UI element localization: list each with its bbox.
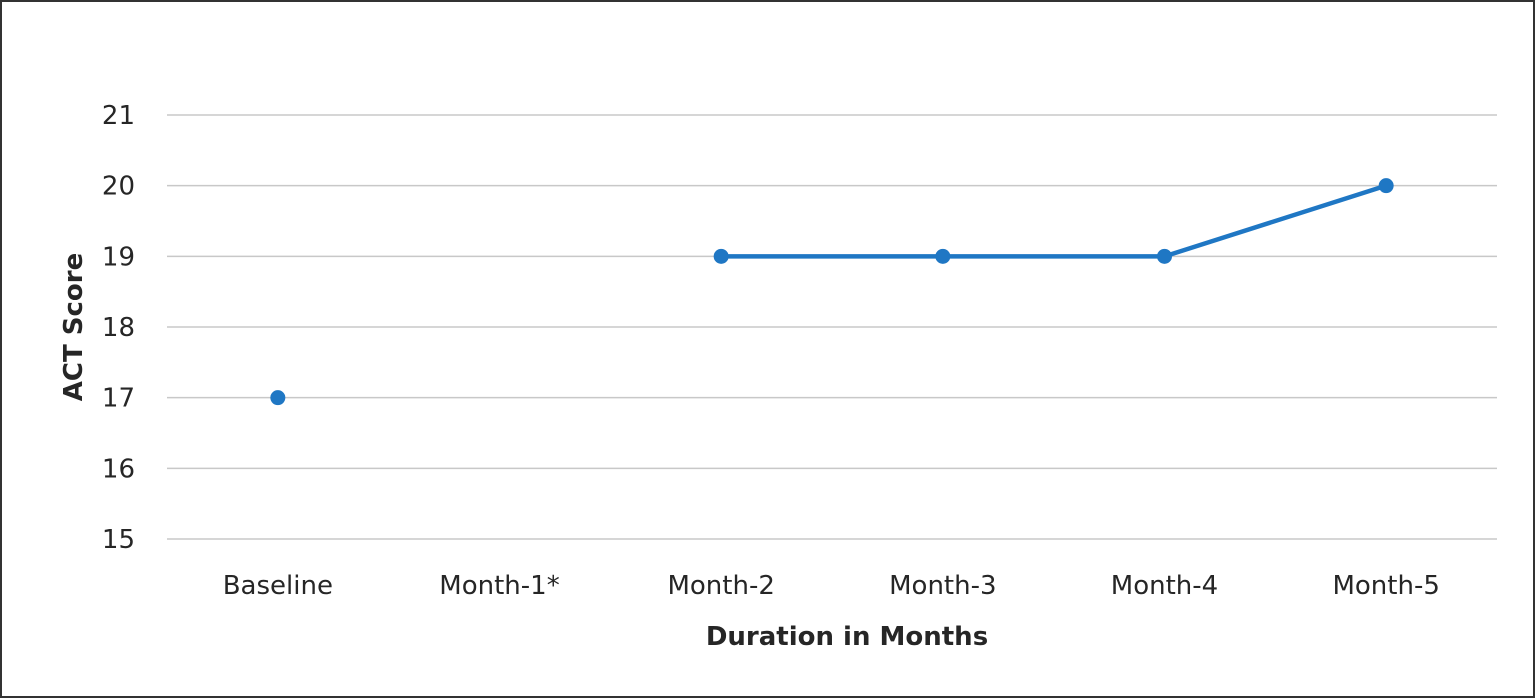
y-tick-label: 20 — [102, 172, 135, 202]
series-layer — [270, 178, 1394, 406]
x-axis-title: Duration in Months — [706, 622, 988, 652]
x-tick-label: Baseline — [223, 571, 333, 601]
y-axis-title: ACT Score — [59, 253, 89, 401]
gridlines — [167, 114, 1497, 540]
y-tick-label: 17 — [102, 384, 135, 414]
y-tick-label: 15 — [102, 525, 135, 555]
y-axis-ticks: 15 16 17 18 19 20 21 — [102, 101, 135, 555]
y-tick-label: 16 — [102, 454, 135, 484]
data-point — [270, 390, 286, 406]
x-tick-label: Month-5 — [1332, 571, 1439, 601]
data-point — [1157, 248, 1172, 264]
y-tick-label: 21 — [102, 101, 135, 131]
y-tick-label: 19 — [102, 242, 135, 272]
x-tick-label: Month-2 — [667, 571, 774, 601]
data-point — [713, 248, 729, 264]
data-point — [935, 248, 951, 264]
y-tick-label: 18 — [102, 313, 135, 343]
x-tick-label: Month-1* — [439, 571, 559, 601]
series-line-segment — [1162, 183, 1389, 259]
x-tick-label: Month-4 — [1111, 571, 1218, 601]
data-point — [1378, 178, 1394, 194]
x-tick-label: Month-3 — [889, 571, 996, 601]
x-axis-ticks: Baseline Month-1* Month-2 Month-3 Month-4 Mon… — [223, 571, 1440, 601]
